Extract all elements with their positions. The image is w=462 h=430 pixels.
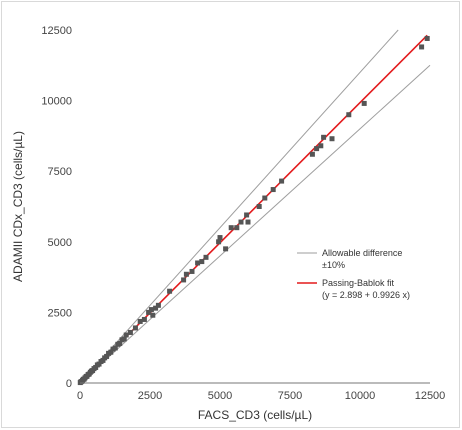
- x-tick-label: 12500: [415, 390, 446, 402]
- legend-label-allowable-difference: Allowable difference: [322, 248, 402, 258]
- y-tick-label: 2500: [48, 307, 72, 319]
- data-point: [203, 254, 209, 260]
- passing-bablok-fit-line: [79, 34, 428, 384]
- data-point: [181, 277, 187, 283]
- data-point: [424, 35, 430, 41]
- data-point: [270, 187, 276, 193]
- legend-sublabel-allowable-difference: ±10%: [322, 260, 345, 270]
- x-axis-title: FACS_CD3 (cells/µL): [198, 408, 312, 422]
- data-point: [141, 316, 147, 322]
- data-point: [132, 325, 138, 331]
- data-point: [150, 312, 156, 318]
- data-point: [216, 239, 222, 245]
- data-point: [228, 225, 234, 231]
- data-point: [96, 361, 102, 367]
- data-point: [223, 246, 229, 252]
- data-point: [234, 225, 240, 231]
- data-point: [321, 134, 327, 140]
- data-point: [127, 329, 133, 335]
- y-tick-label: 7500: [48, 166, 72, 178]
- data-point: [146, 309, 152, 315]
- data-point: [137, 318, 143, 324]
- data-points: [77, 35, 430, 386]
- data-point: [309, 151, 315, 157]
- data-point: [104, 353, 110, 359]
- data-point: [189, 268, 195, 274]
- data-point: [217, 235, 223, 241]
- data-point: [148, 307, 154, 313]
- x-axis-ticks: 0 2500 5000 7500 10000 12500: [77, 390, 445, 402]
- data-point: [346, 112, 352, 118]
- data-point: [117, 340, 123, 346]
- legend-label-passing-bablok-fit: Passing-Bablok fit: [322, 278, 395, 288]
- data-point: [100, 357, 106, 363]
- data-point: [361, 100, 367, 106]
- data-point: [318, 143, 324, 149]
- y-tick-label: 0: [66, 378, 72, 390]
- data-point: [329, 136, 335, 142]
- data-point: [238, 219, 244, 225]
- y-axis-title: ADAMII CDx_CD3 (cells/µL): [11, 131, 25, 282]
- y-tick-label: 10000: [41, 96, 72, 108]
- y-tick-label: 5000: [48, 237, 72, 249]
- data-point: [262, 195, 268, 201]
- legend: Allowable difference ±10% Passing-Bablok…: [297, 248, 410, 300]
- x-tick-label: 0: [77, 390, 83, 402]
- data-point: [199, 259, 205, 265]
- data-point: [121, 336, 127, 342]
- allowable-difference-upper-line: [79, 29, 399, 384]
- y-tick-label: 12500: [41, 25, 72, 37]
- data-point: [256, 204, 262, 209]
- allowable-difference-lower-line: [79, 64, 431, 384]
- data-point: [279, 178, 285, 184]
- data-point: [167, 288, 173, 294]
- y-axis-ticks: 0 2500 5000 7500 10000 12500: [41, 25, 72, 390]
- data-point: [244, 212, 250, 218]
- x-tick-label: 10000: [345, 390, 376, 402]
- data-point: [93, 364, 99, 370]
- x-tick-label: 5000: [208, 390, 232, 402]
- data-point: [153, 305, 159, 311]
- data-point: [112, 345, 118, 351]
- legend-sublabel-passing-bablok-fit: (y = 2.898 + 0.9926 x): [322, 290, 410, 300]
- data-point: [108, 349, 114, 355]
- reference-lines: [79, 29, 431, 384]
- data-point: [155, 302, 161, 308]
- data-point: [314, 146, 320, 152]
- data-point: [123, 332, 129, 338]
- data-point: [183, 271, 189, 277]
- data-point: [195, 260, 201, 266]
- x-tick-label: 7500: [278, 390, 302, 402]
- data-point: [245, 219, 251, 225]
- data-point: [419, 44, 425, 50]
- x-tick-label: 2500: [138, 390, 162, 402]
